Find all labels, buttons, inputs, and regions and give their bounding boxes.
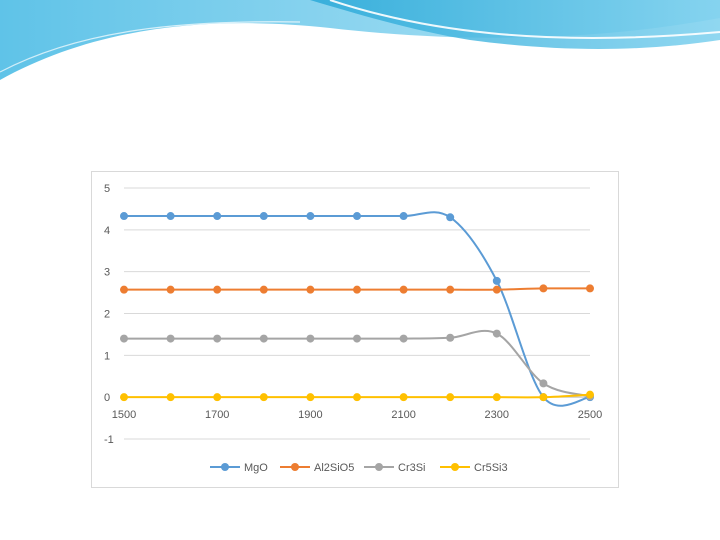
- y-tick-label: 1: [104, 350, 110, 362]
- x-tick-label: 2100: [391, 409, 415, 421]
- data-point: [213, 285, 222, 294]
- data-point: [399, 393, 408, 402]
- legend-item: Cr5Si3: [440, 462, 508, 474]
- data-point: [399, 285, 408, 294]
- gridlines: [124, 187, 590, 440]
- series-MgO: [120, 211, 594, 407]
- data-point: [492, 393, 501, 402]
- data-point: [120, 393, 128, 402]
- data-point: [539, 393, 548, 402]
- y-tick-label: 2: [104, 309, 110, 321]
- legend-label: Al2SiO5: [314, 462, 354, 474]
- legend: MgO Al2SiO5 Cr3Si Cr5Si3: [210, 462, 508, 474]
- legend-item: MgO: [210, 462, 268, 474]
- slide-header-banner: [0, 0, 720, 80]
- data-point: [213, 334, 222, 343]
- data-point: [259, 212, 268, 221]
- data-point: [586, 284, 594, 293]
- data-point: [353, 212, 361, 221]
- data-point: [539, 284, 548, 293]
- x-axis-ticks: 1500 1700 1900 2100 2300 2500: [112, 409, 602, 421]
- data-point: [446, 333, 455, 342]
- data-point: [120, 212, 128, 221]
- data-point: [399, 334, 408, 343]
- series-lines: [120, 211, 594, 407]
- data-point: [492, 285, 501, 294]
- legend-marker: [291, 463, 299, 471]
- legend-label: Cr3Si: [398, 462, 426, 474]
- data-point: [446, 213, 455, 222]
- y-tick-label: 5: [104, 183, 110, 195]
- data-point: [259, 285, 268, 294]
- data-point: [259, 393, 268, 402]
- chart-area: -1 0 1 2 3 4 5 1500 1700 1900 2100 2300 2500 MgO Al2…: [91, 171, 619, 488]
- data-point: [306, 285, 315, 294]
- x-tick-label: 2500: [578, 409, 602, 421]
- data-point: [120, 334, 128, 343]
- legend-label: MgO: [244, 462, 268, 474]
- y-axis-ticks: -1 0 1 2 3 4 5: [104, 183, 114, 446]
- data-point: [166, 285, 175, 294]
- legend-label: Cr5Si3: [474, 462, 508, 474]
- data-point: [306, 212, 315, 221]
- legend-marker: [375, 463, 383, 471]
- data-point: [259, 334, 268, 343]
- x-tick-label: 1700: [205, 409, 229, 421]
- x-tick-label: 2300: [485, 409, 509, 421]
- data-point: [492, 276, 501, 285]
- y-tick-label: 3: [104, 267, 110, 279]
- data-point: [353, 285, 361, 294]
- data-point: [446, 285, 455, 294]
- data-point: [306, 334, 315, 343]
- legend-marker: [451, 463, 459, 471]
- series-line: [124, 211, 591, 407]
- data-point: [353, 334, 361, 343]
- data-point: [586, 390, 594, 399]
- x-tick-label: 1900: [298, 409, 322, 421]
- data-point: [306, 393, 315, 402]
- series-Cr5Si3: [120, 390, 594, 402]
- data-point: [213, 212, 222, 221]
- data-point: [213, 393, 222, 402]
- y-tick-label: 0: [104, 392, 110, 404]
- data-point: [539, 379, 548, 388]
- data-point: [492, 329, 501, 338]
- data-point: [399, 212, 408, 221]
- series-Al2SiO5: [120, 284, 594, 294]
- y-tick-label: 4: [104, 225, 110, 237]
- data-point: [166, 212, 175, 221]
- y-tick-label: -1: [104, 434, 114, 446]
- data-point: [120, 285, 128, 294]
- data-point: [353, 393, 361, 402]
- data-point: [166, 334, 175, 343]
- legend-marker: [221, 463, 229, 471]
- data-point: [446, 393, 455, 402]
- legend-item: Al2SiO5: [280, 462, 354, 474]
- legend-item: Cr3Si: [364, 462, 426, 474]
- line-chart: -1 0 1 2 3 4 5 1500 1700 1900 2100 2300 2500 MgO Al2…: [104, 183, 602, 474]
- series-Cr3Si: [120, 329, 594, 401]
- data-point: [166, 393, 175, 402]
- x-tick-label: 1500: [112, 409, 136, 421]
